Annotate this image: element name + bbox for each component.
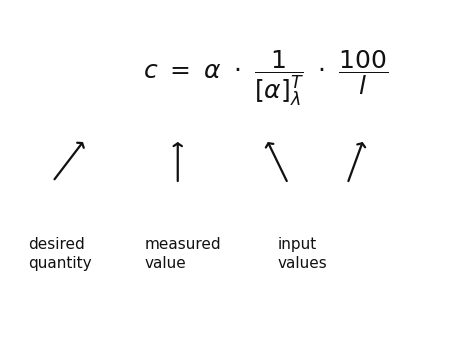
Text: $c \ = \ \alpha \ \cdot \ \dfrac{1}{[\alpha]^{T}_{\lambda}} \ \cdot \ \dfrac{100: $c \ = \ \alpha \ \cdot \ \dfrac{1}{[\al… <box>143 49 388 108</box>
Text: desired
quantity: desired quantity <box>28 237 92 271</box>
Text: measured
value: measured value <box>145 237 221 271</box>
Text: input
values: input values <box>277 237 327 271</box>
